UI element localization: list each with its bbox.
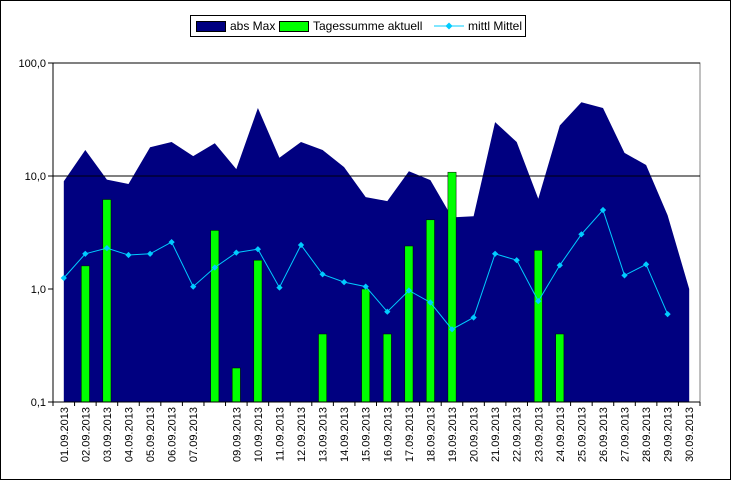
y-tick-label-3: 100,0 xyxy=(18,58,46,70)
legend-item-abs-max: abs Max xyxy=(196,18,286,36)
x-tick-label-18.09.2013: 18.09.2013 xyxy=(425,407,437,462)
x-tick-label-28.09.2013: 28.09.2013 xyxy=(641,407,653,462)
x-tick-label-15.09.2013: 15.09.2013 xyxy=(361,407,373,462)
point-24.09.2013 xyxy=(556,262,563,269)
point-02.09.2013 xyxy=(82,250,89,257)
area-abs-max xyxy=(63,102,690,402)
x-tick-label-19.09.2013: 19.09.2013 xyxy=(447,407,459,462)
legend-label-tagessumme: Tagessumme aktuell xyxy=(313,19,423,33)
x-tick-label-22.09.2013: 22.09.2013 xyxy=(512,407,524,462)
point-16.09.2013 xyxy=(384,308,391,315)
x-tick-label-21.09.2013: 21.09.2013 xyxy=(490,407,502,462)
x-tick-label-11.09.2013: 11.09.2013 xyxy=(274,407,286,461)
bar-13.09.2013 xyxy=(318,333,327,403)
y-tick-label-2: 10,0 xyxy=(25,171,46,183)
point-10.09.2013 xyxy=(254,246,262,253)
point-04.09.2013 xyxy=(125,251,132,259)
point-13.09.2013 xyxy=(319,271,326,278)
point-27.09.2013 xyxy=(621,272,628,279)
legend-label-mittl-mittel: mittl Mittel xyxy=(468,19,522,33)
bar-17.09.2013 xyxy=(404,245,414,403)
legend-label-abs-max: abs Max xyxy=(230,19,276,33)
x-tick-label-01.09.2013: 01.09.2013 xyxy=(59,407,71,462)
point-17.09.2013 xyxy=(405,287,413,294)
x-tick-label-25.09.2013: 25.09.2013 xyxy=(576,407,588,462)
x-tick-label-17.09.2013: 17.09.2013 xyxy=(404,407,416,462)
point-18.09.2013 xyxy=(427,299,434,306)
point-19.09.2013 xyxy=(448,326,456,333)
x-tick-label-13.09.2013: 13.09.2013 xyxy=(318,407,330,462)
legend-swatch-abs-max xyxy=(196,21,226,32)
x-tick-label-29.09.2013: 29.09.2013 xyxy=(663,407,675,462)
x-tick-label-14.09.2013: 14.09.2013 xyxy=(339,407,351,462)
point-15.09.2013 xyxy=(362,283,369,290)
y-tick-label-1: 1,0 xyxy=(31,284,46,296)
x-tick-label-24.09.2013: 24.09.2013 xyxy=(555,407,567,462)
legend-item-mittl-mittel: mittl Mittel xyxy=(434,18,524,36)
x-tick-label-03.09.2013: 03.09.2013 xyxy=(102,407,114,462)
point-14.09.2013 xyxy=(340,278,348,286)
legend: abs Max Tagessumme aktuell mittl Mittel xyxy=(190,15,526,37)
point-03.09.2013 xyxy=(103,244,111,252)
x-tick-label-20.09.2013: 20.09.2013 xyxy=(469,407,481,462)
bar-08.09.2013 xyxy=(210,230,220,403)
x-tick-label-04.09.2013: 04.09.2013 xyxy=(124,407,136,462)
bar-18.09.2013 xyxy=(426,219,435,403)
x-tick-label-06.09.2013: 06.09.2013 xyxy=(167,407,179,462)
x-tick-label-09.09.2013: 09.09.2013 xyxy=(231,407,243,462)
bar-16.09.2013 xyxy=(382,333,392,403)
point-28.09.2013 xyxy=(642,261,650,268)
x-tick-label-16.09.2013: 16.09.2013 xyxy=(382,407,394,462)
bar-24.09.2013 xyxy=(555,333,565,403)
bar-03.09.2013 xyxy=(102,199,112,403)
legend-item-tagessumme: Tagessumme aktuell xyxy=(279,18,439,36)
x-tick-label-12.09.2013: 12.09.2013 xyxy=(296,407,308,462)
legend-line-mittl-mittel xyxy=(434,22,464,30)
bar-23.09.2013 xyxy=(533,250,543,403)
bar-02.09.2013 xyxy=(81,265,90,403)
point-20.09.2013 xyxy=(470,314,477,321)
x-tick-label-26.09.2013: 26.09.2013 xyxy=(598,407,610,462)
x-tick-label-10.09.2013: 10.09.2013 xyxy=(253,407,265,462)
bar-10.09.2013 xyxy=(253,259,263,403)
legend-swatch-tagessumme xyxy=(279,21,309,32)
y-tick-label-0: 0,1 xyxy=(31,397,46,409)
x-tick-label-05.09.2013: 05.09.2013 xyxy=(145,407,157,462)
x-tick-label-07.09.2013: 07.09.2013 xyxy=(188,407,200,462)
bar-09.09.2013 xyxy=(231,367,241,403)
x-tick-label-27.09.2013: 27.09.2013 xyxy=(620,407,632,462)
x-tick-label-30.09.2013: 30.09.2013 xyxy=(684,407,696,462)
x-tick-label-02.09.2013: 02.09.2013 xyxy=(80,407,92,462)
x-tick-label-23.09.2013: 23.09.2013 xyxy=(533,407,545,462)
bar-19.09.2013 xyxy=(447,171,457,403)
bar-15.09.2013 xyxy=(361,288,371,403)
point-06.09.2013 xyxy=(168,238,175,246)
